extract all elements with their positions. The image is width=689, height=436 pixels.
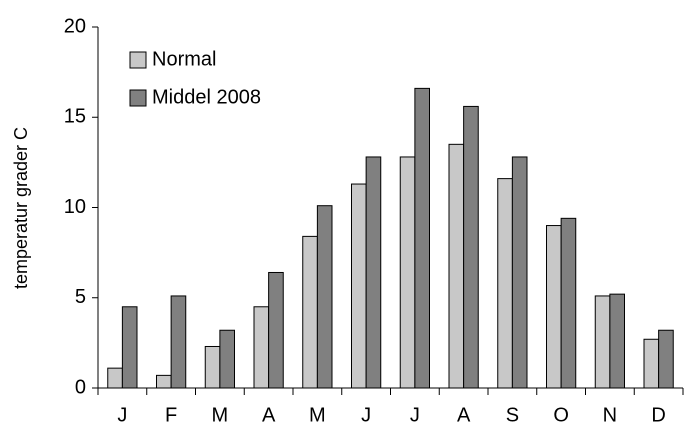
x-tick-label: M [212,404,229,426]
legend-swatch [129,89,147,107]
bar [399,156,416,389]
bar [463,105,479,389]
bar [302,235,318,389]
y-axis-label: temperatur grader C [11,127,31,289]
bar [204,345,221,389]
bar [219,329,235,389]
bar [121,306,138,389]
bar [594,295,611,389]
bar [253,306,270,389]
bar [414,87,430,389]
bar [511,156,528,389]
bar [560,217,577,389]
legend-swatch [129,51,147,69]
y-tick-label: 10 [64,196,86,218]
bar [268,271,284,389]
bar [643,338,660,389]
legend-label: Middel 2008 [152,86,261,108]
x-tick-label: J [361,404,371,426]
bar [448,143,465,389]
y-tick-label: 20 [64,15,86,37]
bar [156,374,172,389]
x-tick-label: A [457,404,471,426]
y-tick-label: 0 [75,376,86,398]
bar [107,367,123,389]
x-tick-label: J [410,404,420,426]
x-tick-label: F [165,404,177,426]
bar [658,329,674,389]
x-tick-label: N [603,404,617,426]
y-tick-label: 5 [75,286,86,308]
x-tick-label: M [309,404,326,426]
bar [351,183,367,389]
bar [170,295,187,389]
legend-label: Normal [152,48,216,70]
bar [497,178,513,389]
x-tick-label: D [651,404,665,426]
x-tick-label: S [506,404,519,426]
x-tick-label: O [553,404,569,426]
y-tick-label: 15 [64,106,86,128]
x-tick-label: J [117,404,127,426]
bar [365,156,382,389]
bar [316,205,333,389]
x-tick-label: A [262,404,276,426]
bar [609,293,625,389]
bar [546,225,562,389]
